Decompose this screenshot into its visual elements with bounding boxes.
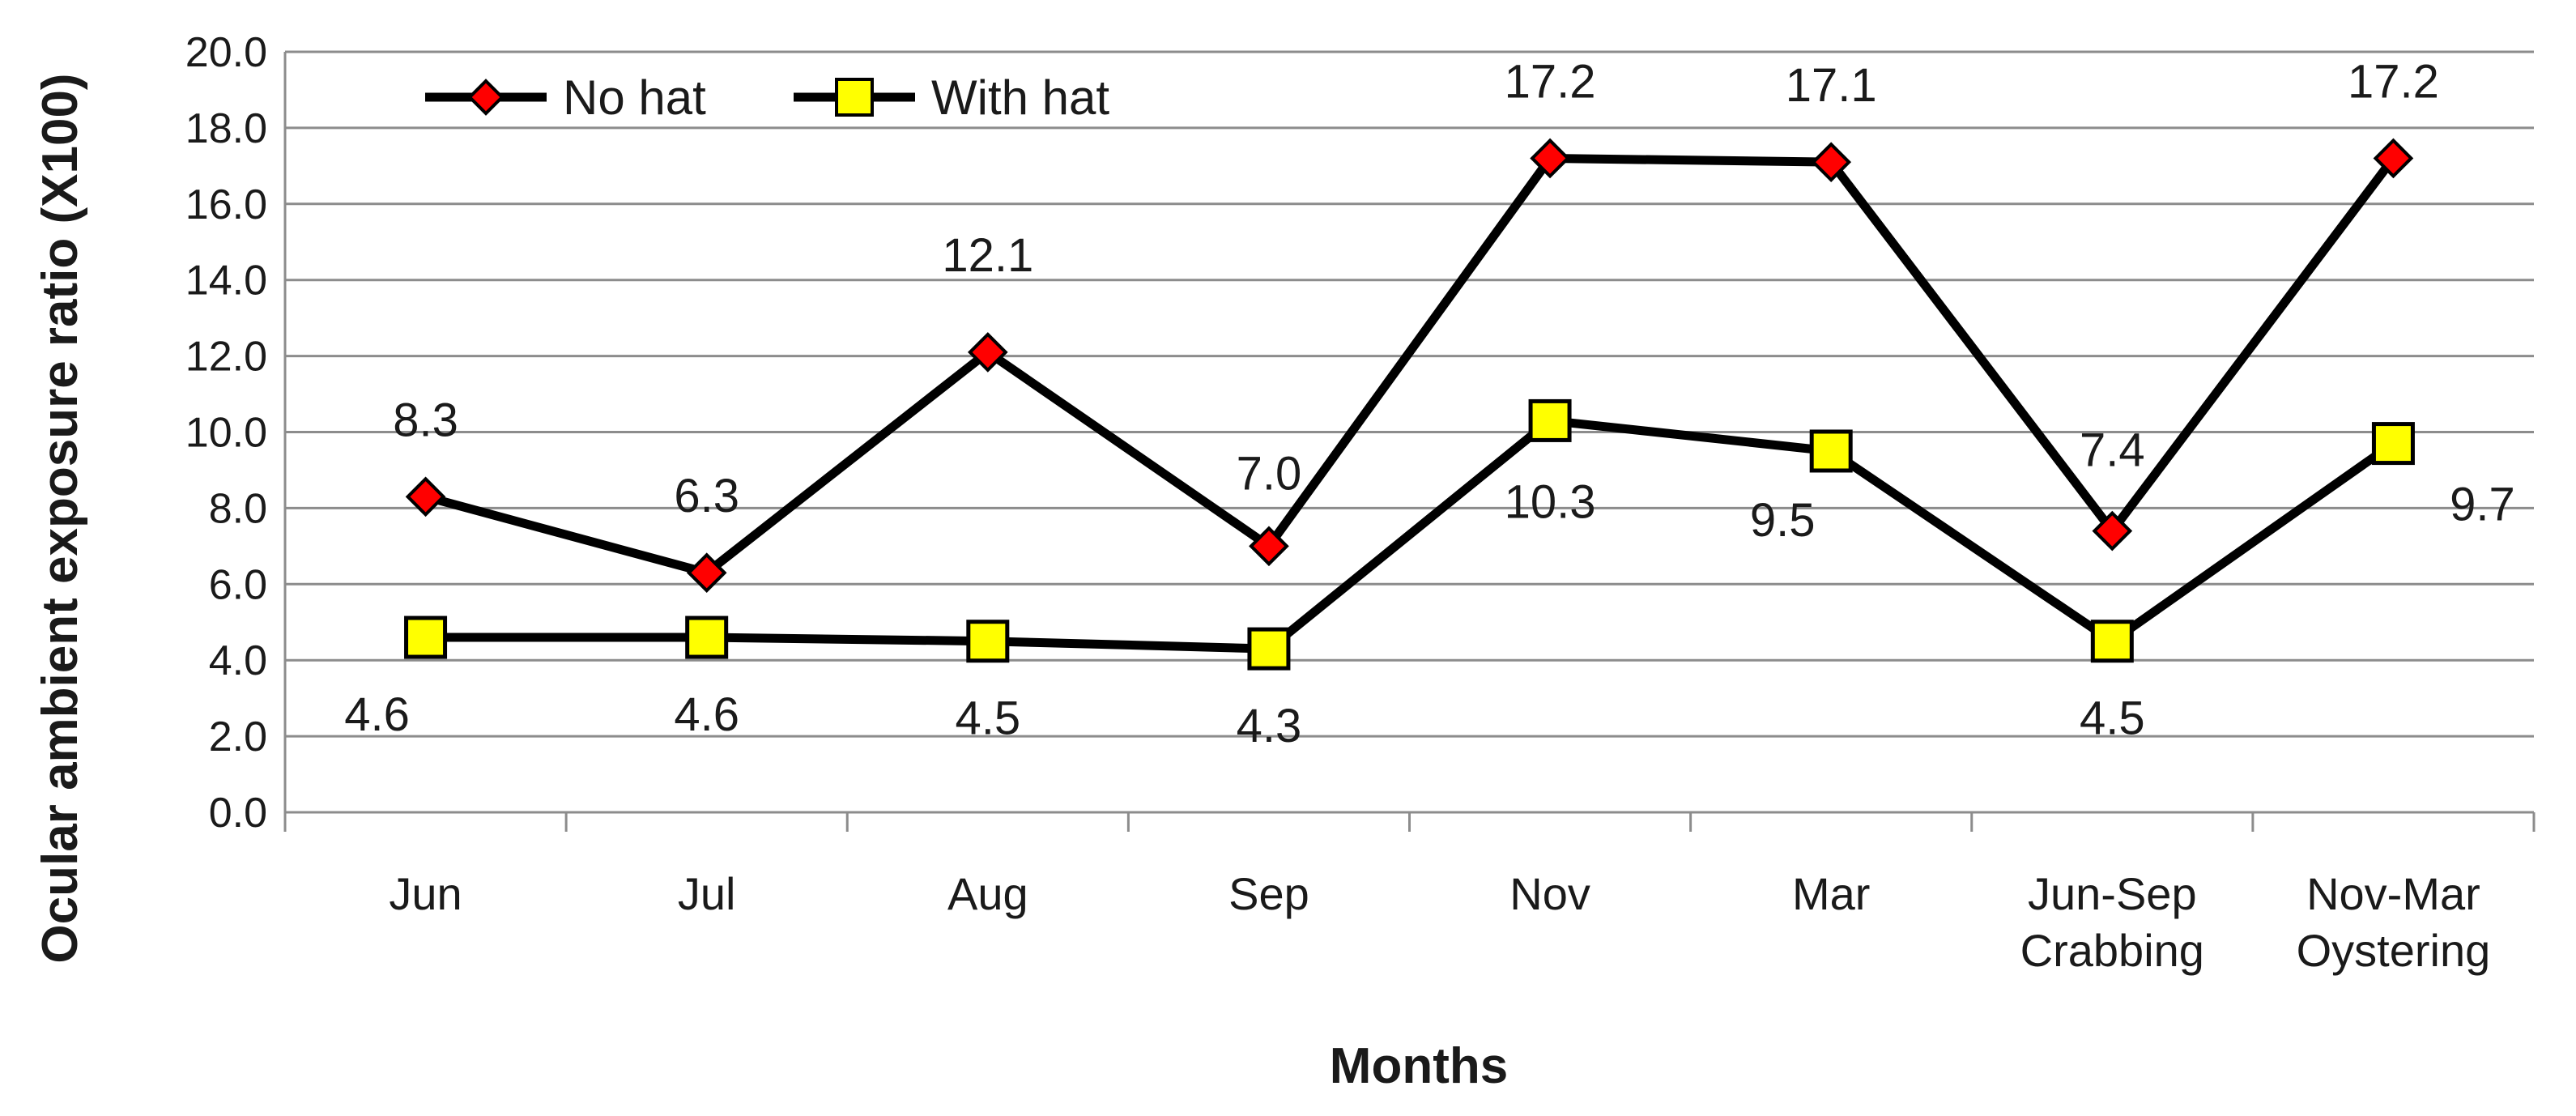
x-tick-label: Nov	[1509, 868, 1590, 919]
data-label-with-hat: 9.5	[1750, 494, 1816, 547]
y-tick-label: 6.0	[209, 561, 267, 608]
legend: No hat With hat	[425, 70, 1109, 125]
point-no-hat	[686, 552, 727, 594]
y-tick-label: 10.0	[185, 410, 267, 457]
point-with-hat	[1247, 627, 1291, 671]
point-no-hat	[1530, 138, 1570, 179]
point-no-hat	[405, 476, 446, 518]
data-label-with-hat: 4.5	[955, 692, 1020, 745]
y-tick-label: 2.0	[209, 713, 267, 760]
y-tick-label: 14.0	[185, 258, 267, 305]
legend-marker-diamond	[467, 79, 505, 116]
point-no-hat	[2092, 510, 2133, 552]
x-tick-label: Aug	[947, 868, 1028, 919]
point-with-hat	[2371, 422, 2415, 466]
data-label-with-hat: 4.5	[2080, 692, 2145, 745]
data-label-no-hat: 17.2	[1505, 55, 1596, 108]
x-tick-label: Jul	[678, 868, 736, 919]
x-tick-label: Jun	[389, 868, 462, 919]
data-labels: 8.3 6.3 12.1 7.0 17.2 17.1 7.4 17.2 4.6 4.6 4.5 4.3…	[344, 55, 2515, 752]
legend-marker-square	[835, 78, 874, 117]
point-with-hat	[1528, 398, 1572, 442]
x-tick-label: Jun-Sep Crabbing	[2020, 868, 2204, 976]
y-tick-label: 12.0	[185, 334, 267, 381]
data-label-with-hat: 9.7	[2450, 479, 2515, 531]
data-label-no-hat: 8.3	[393, 394, 458, 446]
point-with-hat	[404, 616, 448, 659]
axes: 0.0 2.0 4.0 6.0 8.0 10.0 12.0 14.0 16.0 18.0 20.0 J…	[185, 29, 2536, 976]
data-label-no-hat: 17.1	[1786, 59, 1877, 112]
data-label-with-hat: 4.6	[674, 688, 739, 741]
y-tick-label: 16.0	[185, 181, 267, 228]
point-with-hat	[1809, 429, 1853, 473]
series-line-with-hat	[425, 415, 2396, 654]
gridlines	[285, 50, 2534, 814]
data-label-no-hat: 6.3	[674, 470, 739, 522]
x-tick-label: Nov-Mar Oystering	[2297, 868, 2491, 976]
data-label-with-hat: 4.6	[344, 688, 410, 741]
y-tick-label: 8.0	[209, 485, 267, 532]
point-no-hat	[1249, 526, 1289, 567]
data-label-with-hat: 10.3	[1505, 475, 1596, 528]
point-no-hat	[2373, 138, 2414, 179]
x-tick-label: Mar	[1792, 868, 1870, 919]
x-axis-title: Months	[1330, 1038, 1508, 1094]
y-tick-label: 4.0	[209, 637, 267, 684]
point-no-hat	[967, 332, 1008, 373]
y-tick-label: 18.0	[185, 105, 267, 152]
series-lines	[404, 138, 2415, 671]
data-label-no-hat: 7.0	[1237, 447, 1302, 500]
point-no-hat	[1811, 142, 1852, 182]
point-with-hat	[966, 620, 1010, 663]
legend-label: No hat	[563, 70, 706, 125]
y-axis-title: Ocular ambient exposure ratio (X100)	[32, 73, 88, 963]
legend-label: With hat	[931, 70, 1109, 125]
data-label-with-hat: 4.3	[1237, 700, 1302, 752]
x-tick-label: Sep	[1228, 868, 1309, 919]
series-line-no-hat	[424, 153, 2397, 577]
y-tick-label: 20.0	[185, 29, 267, 76]
data-label-no-hat: 12.1	[942, 229, 1033, 282]
data-label-no-hat: 17.2	[2348, 55, 2439, 108]
point-with-hat	[2090, 620, 2134, 663]
y-tick-label: 0.0	[209, 790, 267, 837]
point-with-hat	[685, 616, 729, 659]
data-label-no-hat: 7.4	[2080, 424, 2145, 477]
